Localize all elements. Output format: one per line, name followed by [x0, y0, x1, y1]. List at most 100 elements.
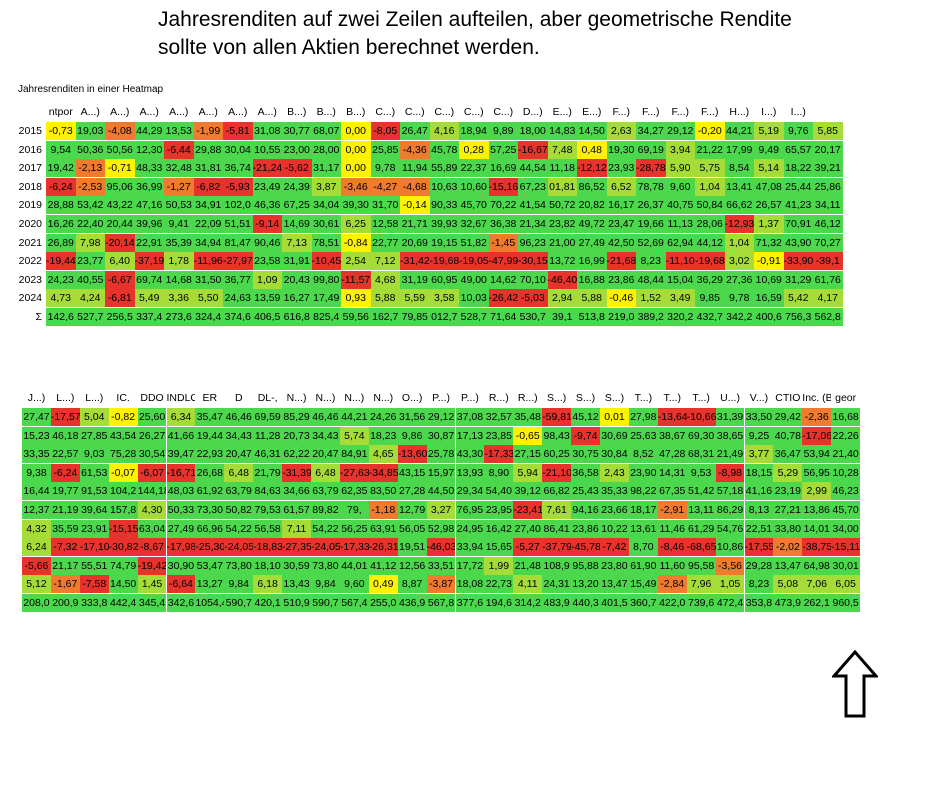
heatmap-cell[interactable]: 342,6: [166, 594, 196, 612]
heatmap-cell[interactable]: -11,96: [193, 252, 223, 271]
heatmap-cell[interactable]: -5,62: [282, 159, 312, 178]
heatmap-cell[interactable]: 19,30: [606, 140, 636, 159]
heatmap-cell[interactable]: 22,73: [484, 575, 514, 594]
heatmap-cell[interactable]: 3,94: [665, 140, 695, 159]
heatmap-cell[interactable]: -0,14: [400, 196, 430, 215]
heatmap-cell[interactable]: -8,46: [657, 538, 687, 557]
heatmap-cell[interactable]: 16,68: [831, 408, 861, 426]
heatmap-cell[interactable]: 70,10: [518, 270, 548, 289]
heatmap-cell[interactable]: -10,66: [686, 408, 716, 426]
heatmap-cell[interactable]: 53,42: [75, 196, 105, 215]
heatmap-cell[interactable]: -34,85: [368, 463, 398, 482]
heatmap-cell[interactable]: 13,47: [600, 575, 629, 594]
heatmap-cell[interactable]: 420,1: [253, 594, 283, 612]
heatmap-cell[interactable]: 23,49: [252, 177, 282, 196]
heatmap-cell[interactable]: -19,44: [46, 252, 76, 271]
heatmap-cell[interactable]: 1,05: [715, 575, 745, 594]
heatmap-cell[interactable]: 5,74: [339, 426, 369, 445]
heatmap-cell[interactable]: 35,39: [164, 233, 194, 252]
heatmap-cell[interactable]: 84,91: [339, 445, 369, 464]
heatmap-cell[interactable]: 50,82: [224, 501, 254, 519]
heatmap-cell[interactable]: 24,26: [368, 408, 398, 426]
heatmap-cell[interactable]: 23,58: [252, 252, 282, 271]
heatmap-cell[interactable]: -6,82: [193, 177, 223, 196]
heatmap-cell[interactable]: 756,3: [783, 308, 813, 326]
heatmap-cell[interactable]: -19,68: [695, 252, 725, 271]
heatmap-cell[interactable]: 9,49: [754, 140, 784, 159]
heatmap-cell[interactable]: 27,49: [166, 519, 196, 538]
heatmap-cell[interactable]: 36,38: [488, 215, 518, 233]
heatmap-cell[interactable]: -7,32: [50, 538, 80, 557]
heatmap-cell[interactable]: 41,66: [166, 426, 196, 445]
heatmap-cell[interactable]: 36,47: [773, 445, 803, 464]
heatmap-cell[interactable]: 47,16: [134, 196, 164, 215]
heatmap-cell[interactable]: 1054,4: [195, 594, 225, 612]
heatmap-cell[interactable]: 50,33: [166, 501, 196, 519]
heatmap-cell[interactable]: 21,17: [50, 556, 80, 575]
heatmap-cell[interactable]: -9,14: [252, 215, 282, 233]
heatmap-cell[interactable]: 8,54: [724, 159, 754, 178]
heatmap-cell[interactable]: 27,21: [773, 501, 803, 519]
heatmap-cell[interactable]: 9,78: [724, 289, 754, 308]
heatmap-cell[interactable]: 31,70: [370, 196, 400, 215]
heatmap-cell[interactable]: 1,09: [252, 270, 282, 289]
heatmap-cell[interactable]: 60,25: [542, 445, 572, 464]
heatmap-cell[interactable]: 30,59: [282, 556, 311, 575]
heatmap-cell[interactable]: 0,49: [368, 575, 398, 594]
heatmap-cell[interactable]: 13,61: [628, 519, 658, 538]
heatmap-cell[interactable]: -21,24: [252, 159, 282, 178]
heatmap-cell[interactable]: 31,39: [715, 408, 745, 426]
heatmap-cell[interactable]: 50,72: [547, 196, 577, 215]
heatmap-cell[interactable]: -33,90: [783, 252, 813, 271]
heatmap-cell[interactable]: 12,30: [134, 140, 164, 159]
heatmap-cell[interactable]: 5,50: [193, 289, 223, 308]
heatmap-cell[interactable]: 71,32: [754, 233, 784, 252]
heatmap-cell[interactable]: -0,91: [754, 252, 784, 271]
heatmap-cell[interactable]: 374,6: [223, 308, 253, 326]
heatmap-cell[interactable]: 55,51: [79, 556, 109, 575]
heatmap-cell[interactable]: 16,17: [606, 196, 636, 215]
heatmap-cell[interactable]: 406,5: [252, 308, 282, 326]
heatmap-cell[interactable]: -6,24: [50, 463, 80, 482]
heatmap-cell[interactable]: 22,77: [370, 233, 400, 252]
heatmap-cell[interactable]: 39,1: [547, 308, 577, 326]
heatmap-cell[interactable]: -5,93: [223, 177, 253, 196]
heatmap-cell[interactable]: 442,4: [108, 594, 138, 612]
heatmap-cell[interactable]: 13,47: [773, 556, 803, 575]
heatmap-cell[interactable]: -59,81: [542, 408, 572, 426]
heatmap-cell[interactable]: 40,75: [665, 196, 695, 215]
heatmap-cell[interactable]: 86,29: [715, 501, 745, 519]
heatmap-cell[interactable]: 567,4: [339, 594, 369, 612]
heatmap-cell[interactable]: -0,73: [46, 122, 76, 140]
heatmap-cell[interactable]: 79,85: [400, 308, 430, 326]
heatmap-cell[interactable]: 9,25: [744, 426, 774, 445]
heatmap-cell[interactable]: -5,27: [513, 538, 543, 557]
heatmap-cell[interactable]: 33,51: [426, 556, 456, 575]
heatmap-cell[interactable]: 4,30: [137, 501, 167, 519]
heatmap-cell[interactable]: 16,42: [484, 519, 514, 538]
heatmap-cell[interactable]: 44,01: [339, 556, 369, 575]
heatmap-cell[interactable]: 2,94: [547, 289, 577, 308]
heatmap-cell[interactable]: 0,00: [341, 159, 371, 178]
heatmap-cell[interactable]: -38,75: [802, 538, 832, 557]
heatmap-cell[interactable]: 34,43: [311, 426, 340, 445]
heatmap-cell[interactable]: 30,04: [223, 140, 253, 159]
heatmap-cell[interactable]: 31,29: [783, 270, 813, 289]
heatmap-cell[interactable]: 5,85: [813, 122, 843, 140]
heatmap-cell[interactable]: 66,62: [724, 196, 754, 215]
heatmap-cell[interactable]: 33,94: [455, 538, 485, 557]
heatmap-cell[interactable]: 79,: [339, 501, 369, 519]
heatmap-cell[interactable]: 95,06: [105, 177, 135, 196]
heatmap-cell[interactable]: 54,76: [715, 519, 745, 538]
heatmap-cell[interactable]: -45,78: [571, 538, 600, 557]
heatmap-cell[interactable]: 61,53: [79, 463, 109, 482]
heatmap-cell[interactable]: -4,27: [370, 177, 400, 196]
heatmap-cell[interactable]: -15,16: [488, 177, 518, 196]
heatmap-cell[interactable]: 31,19: [400, 270, 430, 289]
heatmap-cell[interactable]: -6,44: [164, 140, 194, 159]
heatmap-cell[interactable]: 23,00: [282, 140, 312, 159]
heatmap-cell[interactable]: 32,67: [459, 215, 489, 233]
heatmap-cell[interactable]: 13,27: [195, 575, 225, 594]
heatmap-cell[interactable]: 17,49: [311, 289, 341, 308]
heatmap-cell[interactable]: -30,15: [518, 252, 548, 271]
